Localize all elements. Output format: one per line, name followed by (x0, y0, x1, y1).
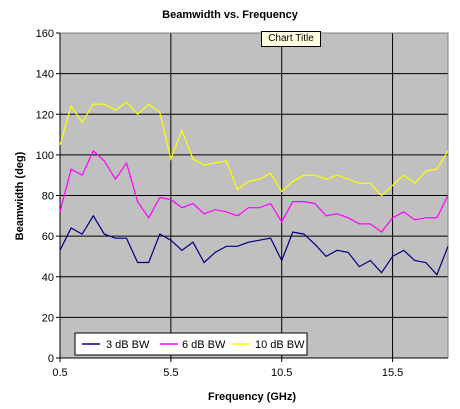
legend-box (74, 332, 308, 356)
plot-area: 0 20 40 60 80 100 120 140 160 0.5 5.5 10.5 15.5 3 dB … (36, 28, 449, 379)
chart-title-tooltip: Chart Title (261, 31, 321, 47)
series-line-3-db-bw (59, 214, 449, 276)
x-tick-label: 0.5 (52, 367, 67, 379)
y-tick-label: 20 (42, 312, 54, 324)
series-line-10-db-bw (59, 101, 449, 197)
x-axis-title: Frequency (GHz) (208, 391, 296, 403)
y-tick-label: 40 (42, 272, 54, 284)
y-tick-label: 60 (42, 231, 54, 243)
y-tick-label: 140 (36, 69, 54, 81)
legend-label: 3 dB BW (106, 339, 150, 351)
legend-label: 6 dB BW (182, 339, 226, 351)
y-tick-label: 120 (36, 109, 54, 121)
x-tick-label: 15.5 (382, 367, 403, 379)
y-tick-label: 160 (36, 28, 54, 40)
y-tick-label: 100 (36, 150, 54, 162)
x-tick-label: 10.5 (271, 367, 292, 379)
x-tick-label: 5.5 (163, 367, 178, 379)
series-line-6-db-bw (59, 149, 449, 233)
y-axis-title: Beamwidth (deg) (14, 151, 26, 240)
y-tick-label: 80 (42, 191, 54, 203)
chart-title[interactable]: Beamwidth vs. Frequency (162, 9, 299, 21)
legend-label: 10 dB BW (255, 339, 305, 351)
y-tick-label: 0 (48, 353, 54, 365)
